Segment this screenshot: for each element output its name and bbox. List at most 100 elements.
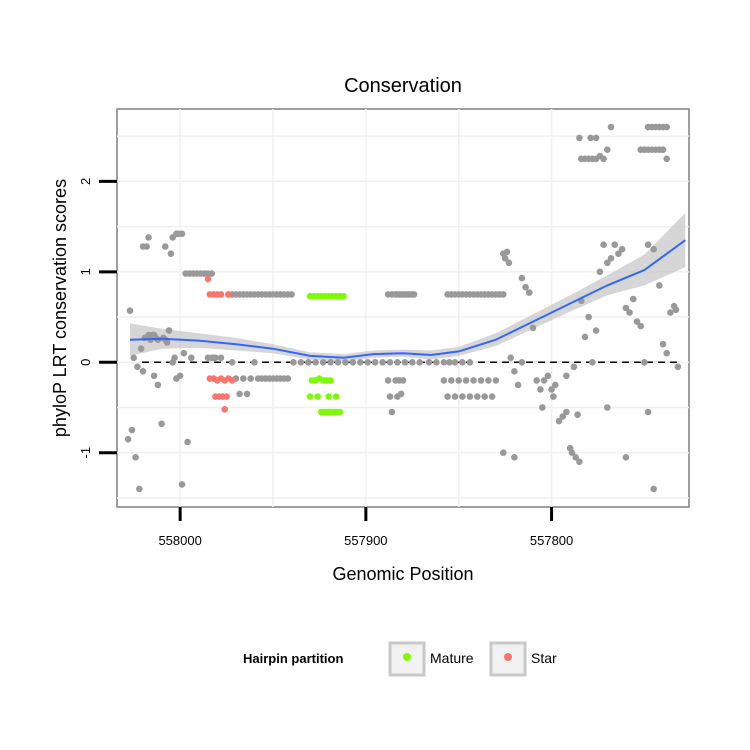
point-other xyxy=(481,393,489,400)
point-other xyxy=(466,393,474,400)
point-other xyxy=(178,481,186,488)
point-mature xyxy=(325,393,333,400)
point-other xyxy=(327,359,334,366)
point-other xyxy=(533,377,540,384)
point-other xyxy=(180,349,188,357)
point-other xyxy=(550,393,557,400)
legend-dot-mature xyxy=(403,653,411,661)
legend-label-star: Star xyxy=(531,650,557,666)
point-other xyxy=(656,282,663,289)
point-other xyxy=(136,485,143,493)
point-other xyxy=(440,359,448,366)
point-other xyxy=(555,417,563,425)
point-mature xyxy=(340,292,347,300)
point-other xyxy=(576,134,583,142)
x-tick-label: 557800 xyxy=(530,533,573,548)
point-other xyxy=(570,363,578,371)
point-other xyxy=(592,134,600,142)
point-other xyxy=(674,363,682,371)
point-other xyxy=(511,454,518,461)
point-other xyxy=(604,146,611,153)
point-other xyxy=(139,368,147,375)
point-other xyxy=(607,254,615,262)
point-other xyxy=(518,274,526,282)
x-axis-label: Genomic Position xyxy=(332,564,473,584)
point-other xyxy=(539,404,546,411)
point-star xyxy=(228,377,236,384)
point-other xyxy=(587,134,594,142)
point-other xyxy=(446,359,453,366)
point-other xyxy=(574,411,581,419)
point-other xyxy=(384,377,392,384)
point-other xyxy=(633,318,641,325)
point-other xyxy=(290,359,297,366)
point-other xyxy=(305,359,312,366)
point-star xyxy=(221,406,228,413)
point-other xyxy=(154,381,162,389)
point-other xyxy=(618,245,626,253)
point-other xyxy=(563,372,570,380)
point-other xyxy=(581,333,589,341)
point-other xyxy=(644,408,652,416)
point-other xyxy=(659,146,667,153)
point-other xyxy=(622,304,630,312)
point-other xyxy=(357,359,364,366)
point-other xyxy=(349,359,357,366)
point-other xyxy=(236,390,243,398)
point-other xyxy=(124,435,132,443)
point-other xyxy=(451,393,459,400)
point-other xyxy=(611,241,618,248)
point-other xyxy=(585,313,592,321)
point-other xyxy=(589,359,596,366)
point-other xyxy=(630,295,637,303)
legend-dot-star xyxy=(504,653,512,661)
point-other xyxy=(576,458,583,466)
y-tick-label: 0 xyxy=(78,359,93,366)
point-other xyxy=(518,359,526,366)
point-other xyxy=(128,426,136,434)
point-other xyxy=(167,250,175,257)
smooth-trend-line xyxy=(129,239,686,359)
point-other xyxy=(596,268,604,276)
point-other xyxy=(568,449,576,457)
x-tick-label: 557900 xyxy=(344,533,387,548)
point-other xyxy=(552,381,559,389)
point-other xyxy=(604,404,611,411)
y-tick-label: 2 xyxy=(78,178,93,185)
point-other xyxy=(247,375,254,382)
point-other xyxy=(600,155,607,163)
point-other xyxy=(319,359,327,366)
axes-layer: 558000 557900 557800 -1 0 1 2 xyxy=(78,178,573,548)
point-other xyxy=(399,377,407,384)
point-other xyxy=(559,413,566,420)
point-other xyxy=(604,259,611,267)
point-other xyxy=(240,375,247,382)
point-other xyxy=(134,363,141,371)
point-other xyxy=(607,123,615,131)
point-other xyxy=(663,123,670,131)
point-other xyxy=(162,243,169,250)
point-other xyxy=(178,230,186,238)
point-star xyxy=(225,291,232,298)
point-other xyxy=(544,372,552,380)
point-other xyxy=(416,359,424,366)
y-tick-label: -1 xyxy=(78,447,93,459)
point-other xyxy=(342,359,349,366)
point-other xyxy=(501,254,509,262)
point-other xyxy=(615,250,622,257)
point-other xyxy=(288,291,295,298)
point-other xyxy=(477,377,485,384)
point-other xyxy=(297,359,305,366)
point-mature xyxy=(336,408,344,416)
point-other xyxy=(514,381,522,389)
point-other xyxy=(500,449,507,457)
point-other xyxy=(466,359,474,366)
point-mature xyxy=(332,393,340,400)
y-axis-label: phyloP LRT conservation scores xyxy=(50,179,70,437)
point-other xyxy=(334,359,342,366)
point-star xyxy=(217,291,225,298)
smooth-confidence-band xyxy=(130,213,686,362)
point-other xyxy=(388,408,396,416)
point-other xyxy=(455,377,463,384)
point-other xyxy=(522,283,529,291)
